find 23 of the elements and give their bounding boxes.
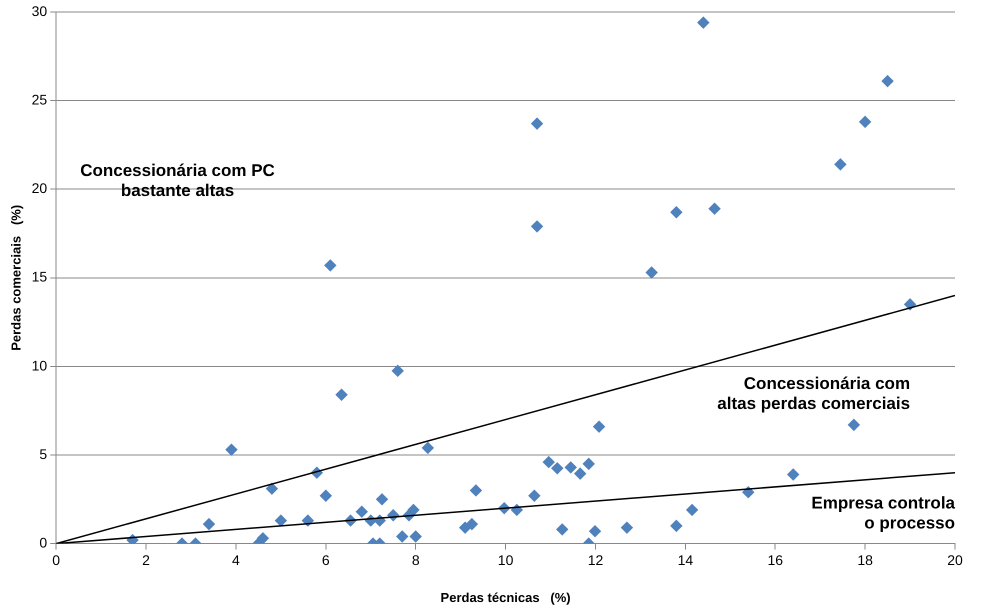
x-tick-label: 8	[412, 552, 420, 568]
x-tick-label: 10	[498, 552, 514, 568]
x-tick-label: 12	[588, 552, 604, 568]
annotation: Concessionária com altas perdas comerciais	[717, 374, 910, 413]
y-tick-label: 25	[32, 91, 48, 108]
annotation: Concessionária com PC bastante altas	[80, 161, 275, 200]
x-tick-label: 20	[947, 552, 963, 568]
y-tick-label: 20	[32, 180, 48, 196]
y-axis-title: Perdas comerciais (%)	[8, 204, 24, 351]
y-tick-label: 15	[32, 268, 48, 285]
y-tick-label: 10	[32, 357, 48, 374]
x-tick-label: 16	[767, 552, 784, 568]
x-tick-label: 2	[142, 552, 150, 568]
y-tick-label: 0	[39, 534, 48, 550]
x-tick-label: 6	[322, 552, 330, 568]
x-tick-label: 4	[232, 552, 240, 568]
annotation: Empresa controla o processo	[811, 493, 956, 532]
x-axis-title: Perdas técnicas (%)	[440, 590, 571, 605]
x-tick-label: 0	[52, 552, 60, 568]
x-tick-label: 14	[678, 552, 694, 568]
y-tick-label: 30	[32, 2, 48, 19]
x-tick-label: 18	[857, 552, 874, 568]
y-tick-label: 5	[39, 446, 48, 462]
